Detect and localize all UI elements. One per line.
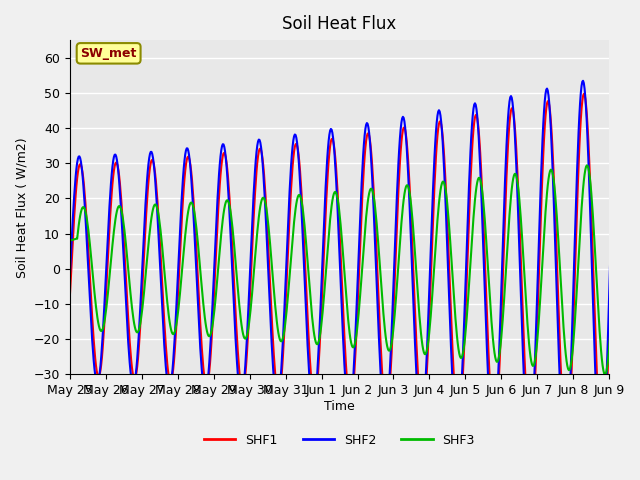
- Y-axis label: Soil Heat Flux ( W/m2): Soil Heat Flux ( W/m2): [15, 137, 28, 277]
- SHF1: [268, 312, 275, 317]
- SHF2: [633, 467, 640, 473]
- SHF1: [616, 84, 623, 89]
- SHF2: [268, 339, 275, 345]
- SHF3: [637, 376, 640, 382]
- SHF3: [289, 227, 297, 233]
- SHF1: [417, 408, 425, 414]
- SHF2: [66, 277, 74, 283]
- SHF2: [615, 70, 623, 76]
- SHF3: [268, 259, 275, 264]
- SHF2: [417, 422, 425, 428]
- SHF2: [449, 392, 457, 397]
- SHF3: [66, 238, 74, 243]
- SHF3: [239, 331, 247, 337]
- SHF2: [289, 137, 297, 143]
- SHF3: [417, 330, 425, 336]
- SHF1: [449, 361, 457, 367]
- Text: SW_met: SW_met: [81, 47, 137, 60]
- SHF1: [635, 456, 640, 462]
- Line: SHF2: SHF2: [70, 73, 640, 470]
- SHF1: [133, 364, 141, 370]
- SHF3: [619, 158, 627, 164]
- SHF1: [289, 155, 297, 161]
- SHF3: [133, 329, 141, 335]
- SHF2: [133, 356, 141, 361]
- Legend: SHF1, SHF2, SHF3: SHF1, SHF2, SHF3: [199, 429, 480, 452]
- X-axis label: Time: Time: [324, 400, 355, 413]
- Line: SHF3: SHF3: [70, 161, 640, 379]
- Title: Soil Heat Flux: Soil Heat Flux: [282, 15, 397, 33]
- SHF3: [449, 284, 457, 289]
- SHF1: [66, 297, 74, 303]
- SHF1: [239, 386, 247, 392]
- Line: SHF1: SHF1: [70, 86, 640, 459]
- SHF2: [239, 387, 247, 393]
